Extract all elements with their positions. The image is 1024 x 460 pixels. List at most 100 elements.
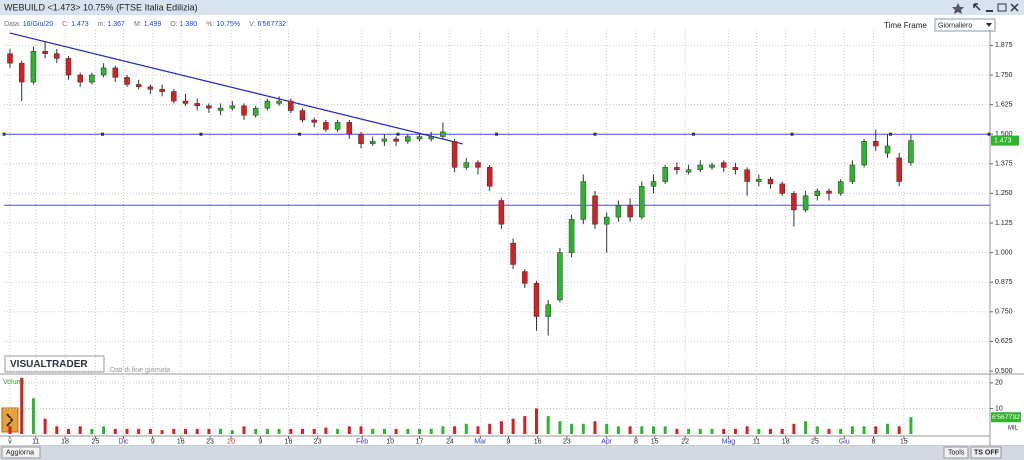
candle-body (837, 181, 844, 194)
volume-bar (663, 426, 667, 434)
line-handle (987, 132, 991, 136)
volume-bar (769, 428, 772, 434)
x-tick-label: 23 (563, 438, 571, 445)
volume-bar (862, 426, 866, 434)
logo: VISUALTRADER (10, 359, 88, 370)
info-label: m: (98, 21, 106, 28)
x-tick-label: Mag (722, 438, 736, 445)
time-frame-select[interactable]: Giornaliero (934, 18, 996, 32)
candle-body (557, 252, 563, 301)
candle-body (405, 136, 411, 142)
ts-button[interactable] (970, 446, 1002, 459)
toggle-arrow[interactable] (6, 413, 14, 427)
line-handle (2, 132, 6, 136)
x-tick-label: Dic (118, 438, 129, 445)
y-tick-label: 1.875 (995, 42, 1013, 49)
candle-body (779, 183, 785, 194)
volume-bar (160, 430, 164, 434)
maximize-button[interactable] (997, 3, 1007, 12)
select-box[interactable] (934, 18, 996, 32)
info-label: Data: (4, 21, 21, 28)
volume-bar (476, 426, 480, 434)
candle-body (440, 131, 446, 137)
y-tick-label: 1.250 (995, 190, 1013, 197)
volume-bar (687, 428, 691, 434)
candle-body (709, 164, 715, 168)
x-tick-label: Giu (839, 438, 850, 445)
volume-bar (289, 428, 293, 434)
logo-box (4, 355, 105, 373)
candle-body (369, 141, 376, 144)
x-tick-label: 23 (206, 438, 214, 445)
volume-bar (464, 423, 468, 434)
select-value[interactable]: Giornaliero (938, 22, 972, 29)
volume-bar (745, 426, 749, 434)
candle-body (463, 162, 470, 168)
y-tick-label: 0.625 (995, 338, 1013, 345)
close-button[interactable] (1010, 3, 1019, 12)
candle-body (346, 122, 353, 135)
candle-body (896, 157, 902, 182)
ts-label[interactable]: TS OFF (974, 449, 1000, 456)
volume-bar (137, 428, 141, 434)
candle-body (732, 167, 739, 170)
minimize-button[interactable] (986, 10, 993, 12)
candle-body (217, 107, 224, 111)
x-tick-label: 23 (314, 438, 322, 445)
volume-bar (125, 428, 129, 434)
volume-bar (242, 426, 246, 434)
candle-body (720, 162, 727, 168)
info-label: O: (170, 21, 177, 28)
favorite-icon[interactable] (952, 3, 964, 14)
tools-label[interactable]: Tools (948, 449, 965, 456)
window-buttons[interactable] (952, 3, 1019, 14)
volume-bar (265, 428, 269, 434)
footer-tab[interactable] (1, 446, 41, 459)
brand: VISUALTRADER Dati di fine giornata (4, 355, 170, 374)
volume-bar (336, 428, 340, 434)
volume-bar (148, 428, 152, 434)
candle-body (358, 133, 364, 144)
x-tick-label: 25 (92, 438, 100, 445)
window-title: WEBUILD <1.473> 10.75% (FTSE Italia Edil… (4, 2, 198, 12)
volume-bar (850, 426, 854, 434)
trendline (9, 32, 463, 145)
candle-body (802, 195, 809, 211)
volume-bar (874, 426, 878, 434)
volume-bar (558, 421, 562, 434)
volume-bar (31, 398, 35, 434)
candle-body (334, 122, 341, 130)
candle-body (18, 62, 25, 83)
info-value: 1.380 (180, 21, 198, 28)
volume-bar (710, 428, 714, 434)
candle-body (756, 178, 762, 182)
volume-bar (207, 428, 211, 434)
volume-bar (581, 423, 585, 434)
volume-bar (8, 426, 12, 434)
candle-body (861, 141, 867, 166)
x-tick-label: 8 (634, 438, 638, 445)
candle-body (475, 162, 481, 168)
volume-bar (804, 421, 808, 434)
candle-body (288, 100, 294, 111)
info-value: 1.499 (144, 21, 162, 28)
x-tick-label: 10 (386, 438, 394, 445)
candle-body (674, 167, 680, 170)
x-tick-label: Mar (474, 438, 487, 445)
v-tick-label: 10 (995, 405, 1003, 412)
candle-body (276, 100, 282, 104)
candle-body (311, 119, 317, 123)
footer-tab-label[interactable]: Aggiorna (6, 449, 34, 456)
volume-bar (43, 418, 47, 434)
tools-button[interactable] (943, 446, 969, 459)
y-tick-label: 1.500 (995, 131, 1013, 138)
pin-icon[interactable] (973, 3, 981, 11)
select-arrow[interactable] (986, 23, 992, 27)
candle-body (744, 169, 750, 182)
time-frame-label: Time Frame (884, 21, 927, 30)
candle-body (592, 195, 598, 225)
x-tick-label: 22 (681, 438, 689, 445)
x-tick-label: 9 (151, 438, 155, 445)
volume-bar (839, 428, 843, 434)
volume-bar (195, 428, 199, 434)
